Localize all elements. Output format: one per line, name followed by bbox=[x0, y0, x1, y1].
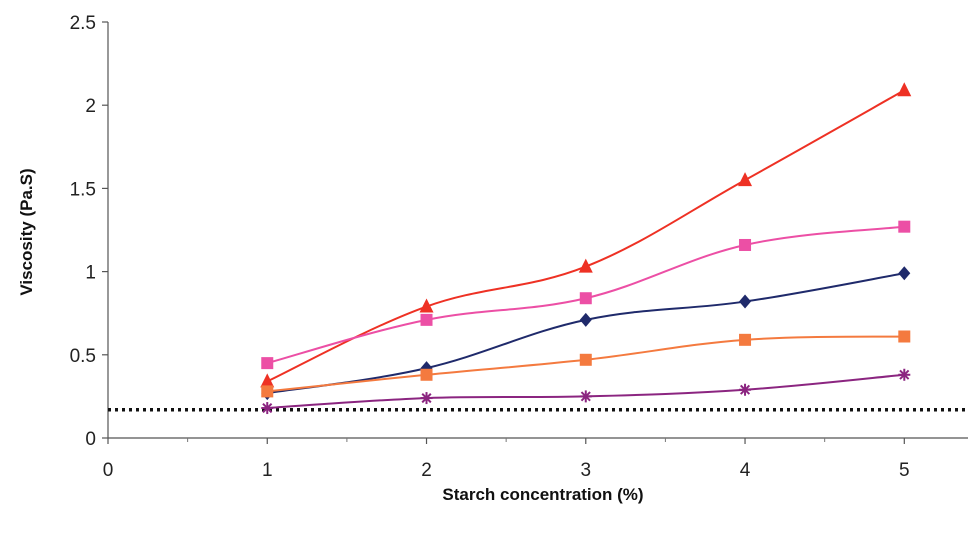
labels-group: 0 0.5 1 1.5 2 2.5 0 1 2 3 4 5 bbox=[70, 13, 910, 481]
y-tick-label: 0.5 bbox=[70, 346, 96, 367]
x-tick-label: 1 bbox=[262, 460, 273, 481]
square-marker bbox=[579, 353, 592, 366]
x-tick-label: 4 bbox=[740, 460, 751, 481]
series-1 bbox=[260, 82, 912, 388]
y-tick-label: 2.5 bbox=[70, 13, 96, 34]
square-marker bbox=[261, 385, 274, 398]
y-tick-label: 1.5 bbox=[70, 179, 96, 200]
triangle-marker bbox=[897, 82, 912, 97]
series-3 bbox=[261, 266, 911, 401]
y-tick-label: 0 bbox=[85, 429, 96, 450]
y-tick-label: 1 bbox=[85, 263, 96, 284]
axes bbox=[102, 21, 968, 444]
square-marker bbox=[420, 313, 433, 326]
square-marker bbox=[739, 238, 752, 251]
triangle-marker bbox=[419, 298, 434, 313]
star-marker bbox=[579, 390, 592, 403]
star-marker bbox=[898, 368, 911, 381]
diamond-marker bbox=[579, 312, 592, 327]
x-tick-label: 3 bbox=[580, 460, 591, 481]
square-marker bbox=[898, 220, 911, 233]
square-marker bbox=[898, 330, 911, 343]
x-axis-title: Starch concentration (%) bbox=[442, 485, 643, 504]
series-2 bbox=[261, 220, 911, 370]
triangle-marker bbox=[260, 373, 275, 388]
diamond-marker bbox=[898, 266, 911, 281]
y-tick-label: 2 bbox=[85, 96, 96, 117]
star-marker-stroke bbox=[262, 403, 273, 414]
square-marker bbox=[739, 333, 752, 346]
square-marker bbox=[420, 368, 433, 381]
triangle-marker bbox=[738, 172, 753, 187]
x-tick-label: 0 bbox=[103, 460, 114, 481]
star-marker-stroke bbox=[580, 391, 591, 402]
star-marker-stroke bbox=[899, 369, 910, 380]
x-tick-label: 2 bbox=[421, 460, 432, 481]
star-marker bbox=[739, 383, 752, 396]
x-tick-label: 5 bbox=[899, 460, 910, 481]
star-marker-stroke bbox=[740, 384, 751, 395]
series-group bbox=[260, 82, 912, 415]
star-marker-stroke bbox=[421, 393, 432, 404]
star-marker bbox=[420, 392, 433, 405]
star-marker bbox=[261, 402, 274, 415]
series-4 bbox=[261, 330, 911, 398]
square-marker bbox=[579, 292, 592, 305]
series-5 bbox=[261, 368, 911, 415]
square-marker bbox=[261, 357, 274, 370]
diamond-marker bbox=[739, 294, 752, 309]
triangle-marker bbox=[578, 258, 593, 273]
y-axis-title: Viscosity (Pa.S) bbox=[17, 168, 36, 295]
